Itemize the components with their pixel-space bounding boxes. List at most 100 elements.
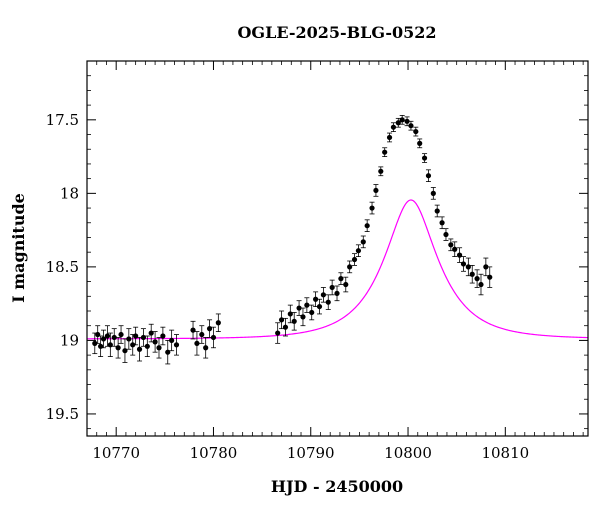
data-marker [390,124,397,130]
plot-area [87,115,589,365]
data-point [206,319,213,338]
data-point [425,169,432,182]
data-point [434,204,440,218]
data-point [165,340,171,365]
data-marker [460,261,467,267]
data-point [452,241,458,257]
data-marker [355,248,362,254]
data-marker [130,342,136,348]
data-point [448,238,454,252]
data-marker [156,345,162,351]
data-marker [364,223,370,229]
data-point [386,132,393,143]
data-marker [386,134,393,141]
data-point [355,244,362,257]
data-marker [287,311,293,317]
data-point [300,307,306,327]
data-point [478,273,484,296]
data-point [156,337,162,359]
data-point [126,328,132,350]
data-marker [136,346,143,352]
data-point [373,184,379,197]
data-point [100,329,107,349]
data-marker [434,208,440,214]
data-marker [115,345,121,351]
data-point [107,332,113,357]
data-point [210,326,217,349]
data-point [309,304,315,321]
data-marker [456,252,463,258]
data-point [408,120,414,131]
data-marker [275,330,281,336]
data-point [282,317,289,337]
y-tick-label: 18 [60,184,79,202]
data-point [111,328,117,347]
data-point [115,337,121,359]
data-marker [111,334,117,341]
data-point [190,320,196,340]
data-point [334,285,340,302]
data-marker [395,120,401,126]
data-point [360,235,366,249]
data-point [278,310,285,330]
data-marker [425,173,432,179]
data-point [474,269,480,288]
y-tick-label: 18.5 [46,258,79,276]
data-marker [199,331,205,338]
data-point [296,300,302,316]
data-point [203,337,209,359]
x-tick-label: 10790 [287,444,335,462]
data-marker [100,336,107,342]
data-point [417,138,423,149]
y-axis-label: I magnitude [9,193,28,303]
data-point [460,256,467,272]
data-marker [474,276,480,282]
x-tick-label: 10770 [92,444,140,462]
data-marker [483,264,489,270]
data-point [160,326,166,346]
data-marker [329,284,335,291]
data-marker [338,276,344,282]
data-marker [313,296,319,302]
data-marker [469,271,475,277]
data-marker [360,239,366,245]
data-point [338,272,344,285]
data-marker [304,302,310,308]
data-marker [399,117,405,123]
data-point [152,331,158,353]
data-marker [413,128,419,135]
data-marker [144,343,150,349]
data-point [275,322,281,344]
data-marker [203,345,209,351]
data-point [122,338,128,363]
data-point [439,216,445,230]
data-point [465,257,471,277]
y-tick-label: 19.5 [46,405,79,423]
data-marker [373,187,379,194]
data-point [140,328,147,347]
data-point [92,332,98,355]
data-point [364,219,370,232]
chart-title: OGLE-2025-BLG-0522 [237,23,436,42]
data-marker [169,337,175,344]
data-point [194,331,200,356]
data-point [483,257,489,277]
axes: 10770 10780 10790 10800 10810 17.5 18 18.5 19 19.… [46,60,588,462]
data-point [173,334,180,356]
data-point [291,312,297,331]
data-point [382,147,388,157]
data-marker [152,339,158,345]
data-marker [148,330,154,336]
model-curve [87,199,589,340]
data-point [413,126,419,137]
data-marker [320,292,326,298]
data-point [148,323,154,343]
data-marker [300,314,306,320]
data-marker [351,256,358,263]
data-point [130,334,136,356]
data-marker [104,333,111,339]
data-marker [430,190,436,196]
data-point [325,294,331,310]
data-marker [382,149,388,155]
